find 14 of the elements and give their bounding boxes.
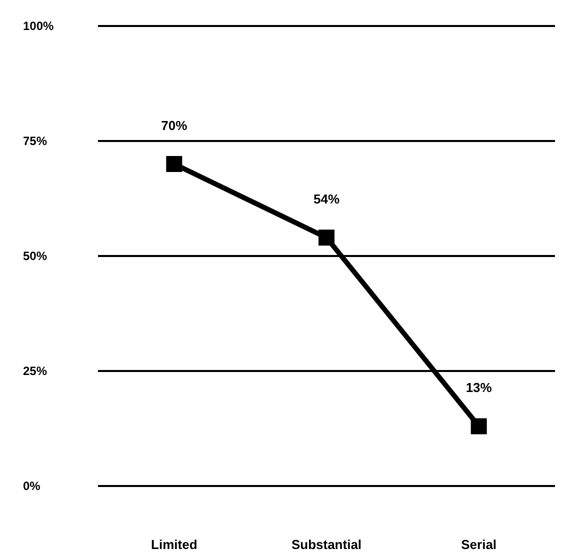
point — [318, 230, 334, 246]
x-tick-label: Limited — [151, 537, 198, 552]
y-tick-label: 75% — [23, 134, 48, 148]
point — [470, 418, 487, 434]
y-tick-label: 50% — [23, 249, 48, 263]
y-tick-label: 100% — [23, 19, 54, 33]
x-tick-label: Serial — [461, 537, 497, 552]
data-label: 70% — [161, 118, 188, 133]
x-tick-label: Substantial — [291, 537, 362, 552]
data-label: 54% — [313, 192, 340, 207]
y-tick-label: 25% — [23, 364, 48, 378]
y-tick-label: 0% — [23, 479, 41, 493]
data-label: 13% — [466, 380, 492, 396]
point — [166, 156, 182, 172]
